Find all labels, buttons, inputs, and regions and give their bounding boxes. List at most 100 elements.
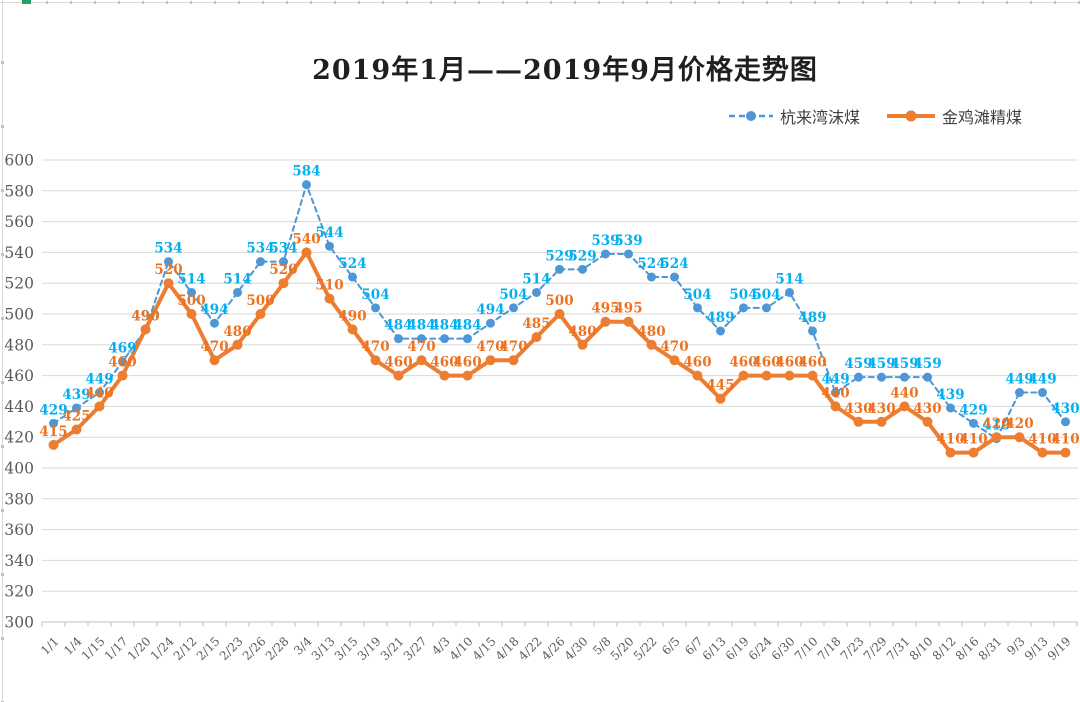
data-point-marker	[95, 388, 104, 398]
data-point-marker	[462, 370, 473, 381]
data-point-marker	[968, 447, 979, 458]
data-point-label: 445	[706, 378, 734, 394]
data-point-marker	[923, 372, 932, 382]
worksheet-top-column-ticks	[0, 1, 1080, 4]
data-point-marker	[669, 355, 680, 366]
data-point-label: 500	[246, 293, 274, 309]
y-tick-label: 540	[4, 244, 34, 262]
data-point-marker	[48, 439, 59, 450]
y-tick-label: 560	[4, 213, 34, 231]
data-point-label: 490	[131, 308, 159, 324]
data-point-label: 500	[177, 293, 205, 309]
data-point-label: 439	[936, 387, 964, 403]
data-point-marker	[486, 318, 495, 328]
legend-label-series-2: 金鸡滩精煤	[942, 108, 1023, 127]
data-point-marker	[693, 303, 702, 313]
data-point-label: 420	[982, 416, 1010, 432]
data-point-label: 504	[729, 287, 757, 303]
data-point-label: 484	[430, 318, 458, 334]
data-point-marker	[647, 272, 656, 282]
data-point-marker	[371, 303, 380, 313]
data-point-marker	[508, 355, 519, 366]
data-point-marker	[279, 257, 288, 267]
data-point-label: 449	[85, 372, 113, 388]
x-tick-label: 3/21	[378, 634, 407, 663]
data-point-label: 489	[706, 310, 734, 326]
y-tick-label: 440	[4, 398, 34, 416]
data-point-label: 524	[338, 256, 366, 272]
data-point-label: 429	[959, 402, 987, 418]
data-point-marker	[49, 418, 58, 428]
data-point-label: 495	[614, 301, 642, 317]
legend-item-series-2[interactable]: 金鸡滩精煤	[886, 104, 1022, 128]
data-point-marker	[118, 357, 127, 367]
data-point-label: 430	[913, 401, 941, 417]
data-point-marker	[186, 309, 197, 319]
x-tick-label: 4/15	[470, 634, 499, 663]
data-point-label: 459	[913, 356, 941, 372]
data-point-marker	[187, 287, 196, 297]
y-tick-label: 340	[4, 552, 34, 570]
data-point-marker	[601, 249, 610, 259]
data-point-marker	[325, 241, 334, 251]
data-point-label: 514	[775, 271, 803, 287]
data-point-marker	[807, 370, 818, 381]
data-point-label: 495	[591, 301, 619, 317]
data-point-label: 440	[85, 385, 113, 401]
data-point-label: 494	[476, 302, 504, 318]
data-point-marker	[1014, 432, 1025, 443]
data-point-marker	[578, 264, 587, 274]
data-point-marker	[555, 264, 564, 274]
data-point-marker	[600, 316, 611, 327]
data-point-label: 524	[660, 256, 688, 272]
data-point-marker	[1038, 388, 1047, 398]
chart-title[interactable]: 2019年1月——2019年9月价格走势图	[312, 55, 818, 86]
x-tick-label: 1/17	[102, 634, 131, 663]
data-point-label: 410	[1051, 432, 1079, 448]
x-tick-label: 3/27	[401, 634, 430, 663]
x-tick-label: 2/26	[240, 634, 269, 663]
data-point-marker	[946, 403, 955, 413]
data-point-marker	[485, 355, 496, 366]
data-point-label: 470	[200, 339, 228, 355]
x-tick-label: 4/30	[562, 634, 591, 663]
x-tick-label: 1/20	[125, 634, 154, 663]
data-point-label: 504	[752, 287, 780, 303]
data-point-marker	[416, 355, 427, 366]
y-tick-label: 420	[4, 429, 34, 447]
x-tick-label: 1/24	[148, 634, 177, 663]
data-point-label: 470	[407, 339, 435, 355]
data-point-label: 539	[591, 233, 619, 249]
data-point-label: 410	[1028, 432, 1056, 448]
data-point-marker	[853, 416, 864, 427]
x-tick-label: 9/13	[1022, 634, 1051, 663]
data-point-label: 529	[568, 248, 596, 264]
data-point-label: 430	[867, 401, 895, 417]
y-tick-label: 500	[4, 306, 34, 324]
data-point-marker	[302, 180, 311, 190]
data-point-label: 449	[1005, 372, 1033, 388]
data-point-marker	[1060, 447, 1071, 458]
data-point-label: 514	[223, 271, 251, 287]
worksheet-left-row-ticks	[1, 0, 4, 702]
data-point-marker	[876, 416, 887, 427]
data-point-label: 440	[821, 385, 849, 401]
data-point-label: 439	[62, 387, 90, 403]
data-point-marker	[854, 372, 863, 382]
data-point-marker	[762, 303, 771, 313]
legend-item-series-1[interactable]: 杭来湾沫煤	[728, 104, 860, 128]
data-point-label: 425	[62, 409, 90, 425]
data-point-marker	[324, 293, 335, 304]
x-tick-label: 5/22	[631, 634, 660, 663]
data-point-marker	[808, 326, 817, 336]
data-point-label: 460	[453, 355, 481, 371]
data-point-marker	[440, 334, 449, 344]
x-tick-label: 6/13	[700, 634, 729, 663]
y-tick-label: 460	[4, 367, 34, 385]
x-tick-label: 6/30	[769, 634, 798, 663]
data-point-marker	[554, 309, 565, 319]
data-point-label: 429	[39, 402, 67, 418]
data-point-label: 410	[936, 432, 964, 448]
data-point-label: 470	[361, 339, 389, 355]
